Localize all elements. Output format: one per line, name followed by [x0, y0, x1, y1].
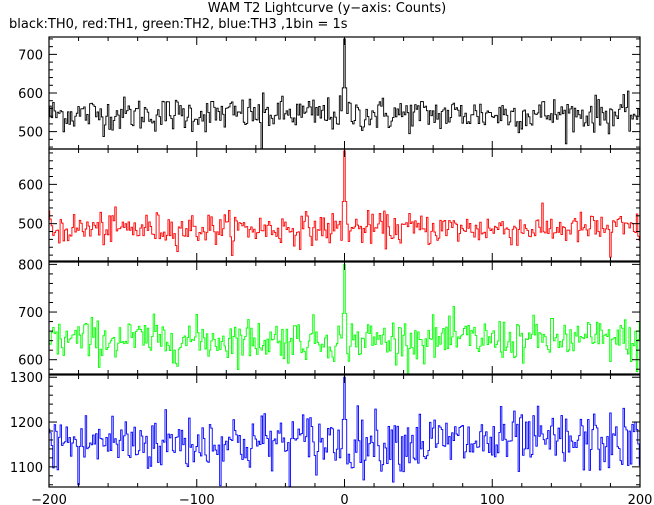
chart-subtitle: black:TH0, red:TH1, green:TH2, blue:TH3 …	[9, 17, 348, 32]
y-tick-label: 700	[18, 48, 43, 63]
panel-frame	[48, 261, 641, 375]
x-tick-label: −100	[179, 493, 215, 505]
y-tick-label: 1300	[10, 371, 43, 386]
y-tick-label: 600	[18, 87, 43, 102]
panel-frame	[48, 36, 641, 150]
y-tick-label: 500	[18, 218, 43, 233]
series-line-th2	[49, 263, 640, 375]
chart-title: WAM T2 Lightcurve (y−axis: Counts)	[207, 1, 447, 16]
series-line-th3	[49, 376, 640, 488]
series-line-th1	[49, 150, 640, 258]
x-tick-label: 0	[340, 493, 348, 505]
y-tick-label: 700	[18, 306, 43, 321]
x-tick-label: 200	[628, 493, 653, 505]
y-tick-label: 800	[18, 258, 43, 273]
series-line-th0	[49, 38, 640, 150]
panel-th2: 600 700 800	[18, 258, 641, 375]
panel-th0: 500 600 700	[18, 36, 641, 150]
panel-frame	[48, 374, 641, 488]
y-tick-label: 600	[18, 178, 43, 193]
y-tick-label: 600	[18, 354, 43, 369]
y-tick-label: 1200	[10, 416, 43, 431]
y-tick-label: 1100	[10, 461, 43, 476]
x-tick-label: −200	[31, 493, 67, 505]
panel-th1: 500 600	[18, 148, 641, 262]
panel-th3: 1100 1200 1300	[10, 371, 641, 488]
x-tick-label: 100	[480, 493, 505, 505]
y-tick-label: 500	[18, 126, 43, 141]
panel-frame	[48, 148, 641, 262]
